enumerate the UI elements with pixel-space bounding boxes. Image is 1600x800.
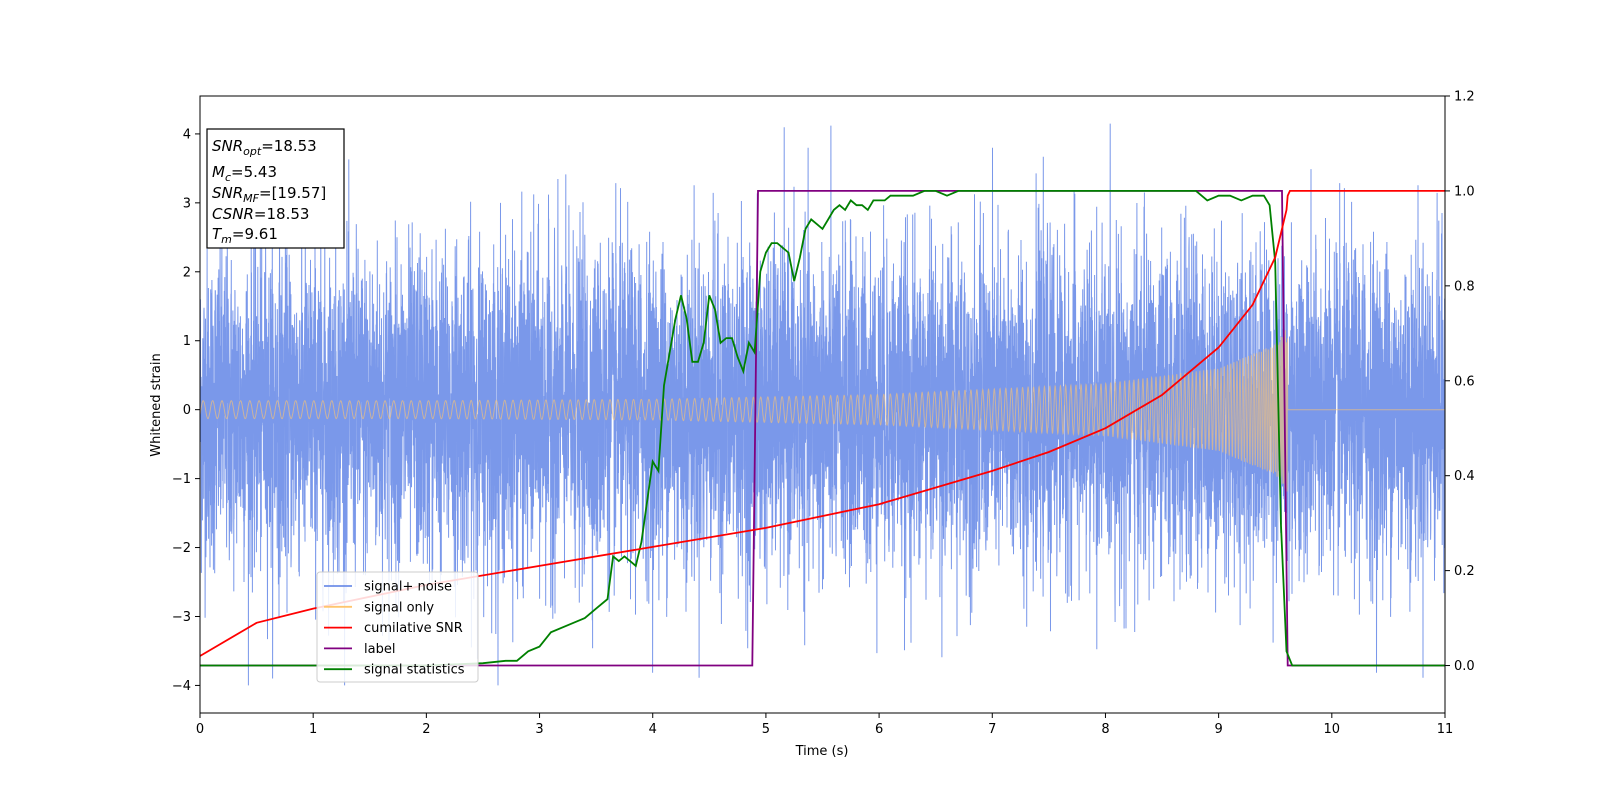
x-tick-label: 9 xyxy=(1214,722,1222,737)
y-right-tick-label: 0.8 xyxy=(1454,279,1475,294)
y-left-tick-label: 0 xyxy=(183,403,191,418)
y-left-tick-label: 1 xyxy=(183,334,191,349)
info-snr-mf: SNRMF=[19.57] xyxy=(212,184,326,205)
y-right-tick-label: 1.2 xyxy=(1454,90,1475,105)
y-left-tick-label: −4 xyxy=(172,679,191,694)
y-right-tick-label: 0.6 xyxy=(1454,374,1475,389)
y-right-tick-label: 0.4 xyxy=(1454,469,1475,484)
legend: signal+ noise signal only cumilative SNR la… xyxy=(316,571,479,683)
x-tick-label: 7 xyxy=(988,722,996,737)
x-tick-label: 8 xyxy=(1101,722,1109,737)
legend-label-label: label xyxy=(364,642,395,657)
info-csnr: CSNR=18.53 xyxy=(212,205,309,223)
x-tick-label: 5 xyxy=(762,722,770,737)
y-right-tick-label: 0.0 xyxy=(1454,659,1475,674)
y-right-tick-label: 1.0 xyxy=(1454,184,1475,199)
y-left-tick-label: −1 xyxy=(172,472,191,487)
x-axis-label: Time (s) xyxy=(795,744,849,759)
legend-label-signal: signal only xyxy=(364,600,434,615)
info-mc: Mc=5.43 xyxy=(212,163,277,184)
y-left-tick-label: 2 xyxy=(183,265,191,280)
x-tick-label: 0 xyxy=(196,722,204,737)
legend-label-stat: signal statistics xyxy=(364,663,465,678)
info-tm: Tm=9.61 xyxy=(212,225,278,246)
y-left-tick-label: −3 xyxy=(172,610,191,625)
x-tick-label: 10 xyxy=(1324,722,1341,737)
x-tick-label: 2 xyxy=(422,722,430,737)
info-snr-opt: SNRopt=18.53 xyxy=(212,137,317,158)
x-tick-label: 4 xyxy=(649,722,657,737)
legend-label-noise: signal+ noise xyxy=(364,580,452,595)
info-box: SNRopt=18.53 Mc=5.43 SNRMF=[19.57] CSNR=… xyxy=(206,128,345,249)
plot-area xyxy=(200,123,1445,686)
x-tick-label: 6 xyxy=(875,722,883,737)
info-box-frame xyxy=(206,128,345,249)
y-left-tick-label: 4 xyxy=(183,127,191,142)
y-left-tick-label: −2 xyxy=(172,541,191,556)
series-signal-only-line xyxy=(200,330,1445,492)
x-tick-label: 1 xyxy=(309,722,317,737)
y-right-tick-label: 0.2 xyxy=(1454,564,1475,579)
y-left-tick-label: 3 xyxy=(183,196,191,211)
axes: 0 1 2 3 4 5 6 7 8 9 10 11 −4 −3 −2 −1 0 1 2 3 4 0.0 0.2 0.4 0.6 0… xyxy=(172,90,1475,738)
x-tick-label: 11 xyxy=(1437,722,1454,737)
legend-label-csnr: cumilative SNR xyxy=(364,621,463,636)
legend-frame xyxy=(316,571,479,683)
y-axis-label: Whitened strain xyxy=(149,353,164,456)
x-tick-label: 3 xyxy=(535,722,543,737)
series-signal-statistics-line xyxy=(200,190,1445,667)
plot-frame xyxy=(199,95,1446,714)
